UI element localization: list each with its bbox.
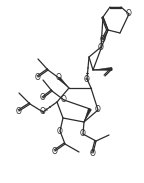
Text: O: O — [100, 36, 106, 44]
Text: O: O — [80, 130, 86, 139]
Text: O: O — [95, 106, 101, 115]
Text: O: O — [126, 10, 132, 18]
Text: O: O — [61, 96, 67, 104]
Text: O: O — [90, 148, 96, 158]
Text: O: O — [16, 107, 22, 115]
Text: O: O — [84, 74, 90, 83]
Text: O: O — [40, 94, 46, 102]
Text: O: O — [98, 42, 104, 51]
Polygon shape — [84, 108, 92, 122]
Text: O: O — [56, 74, 62, 83]
Text: O: O — [52, 147, 58, 156]
Polygon shape — [58, 77, 69, 88]
Text: O: O — [35, 72, 41, 81]
Polygon shape — [93, 67, 112, 71]
Text: O: O — [40, 107, 46, 117]
Text: O: O — [57, 126, 63, 135]
